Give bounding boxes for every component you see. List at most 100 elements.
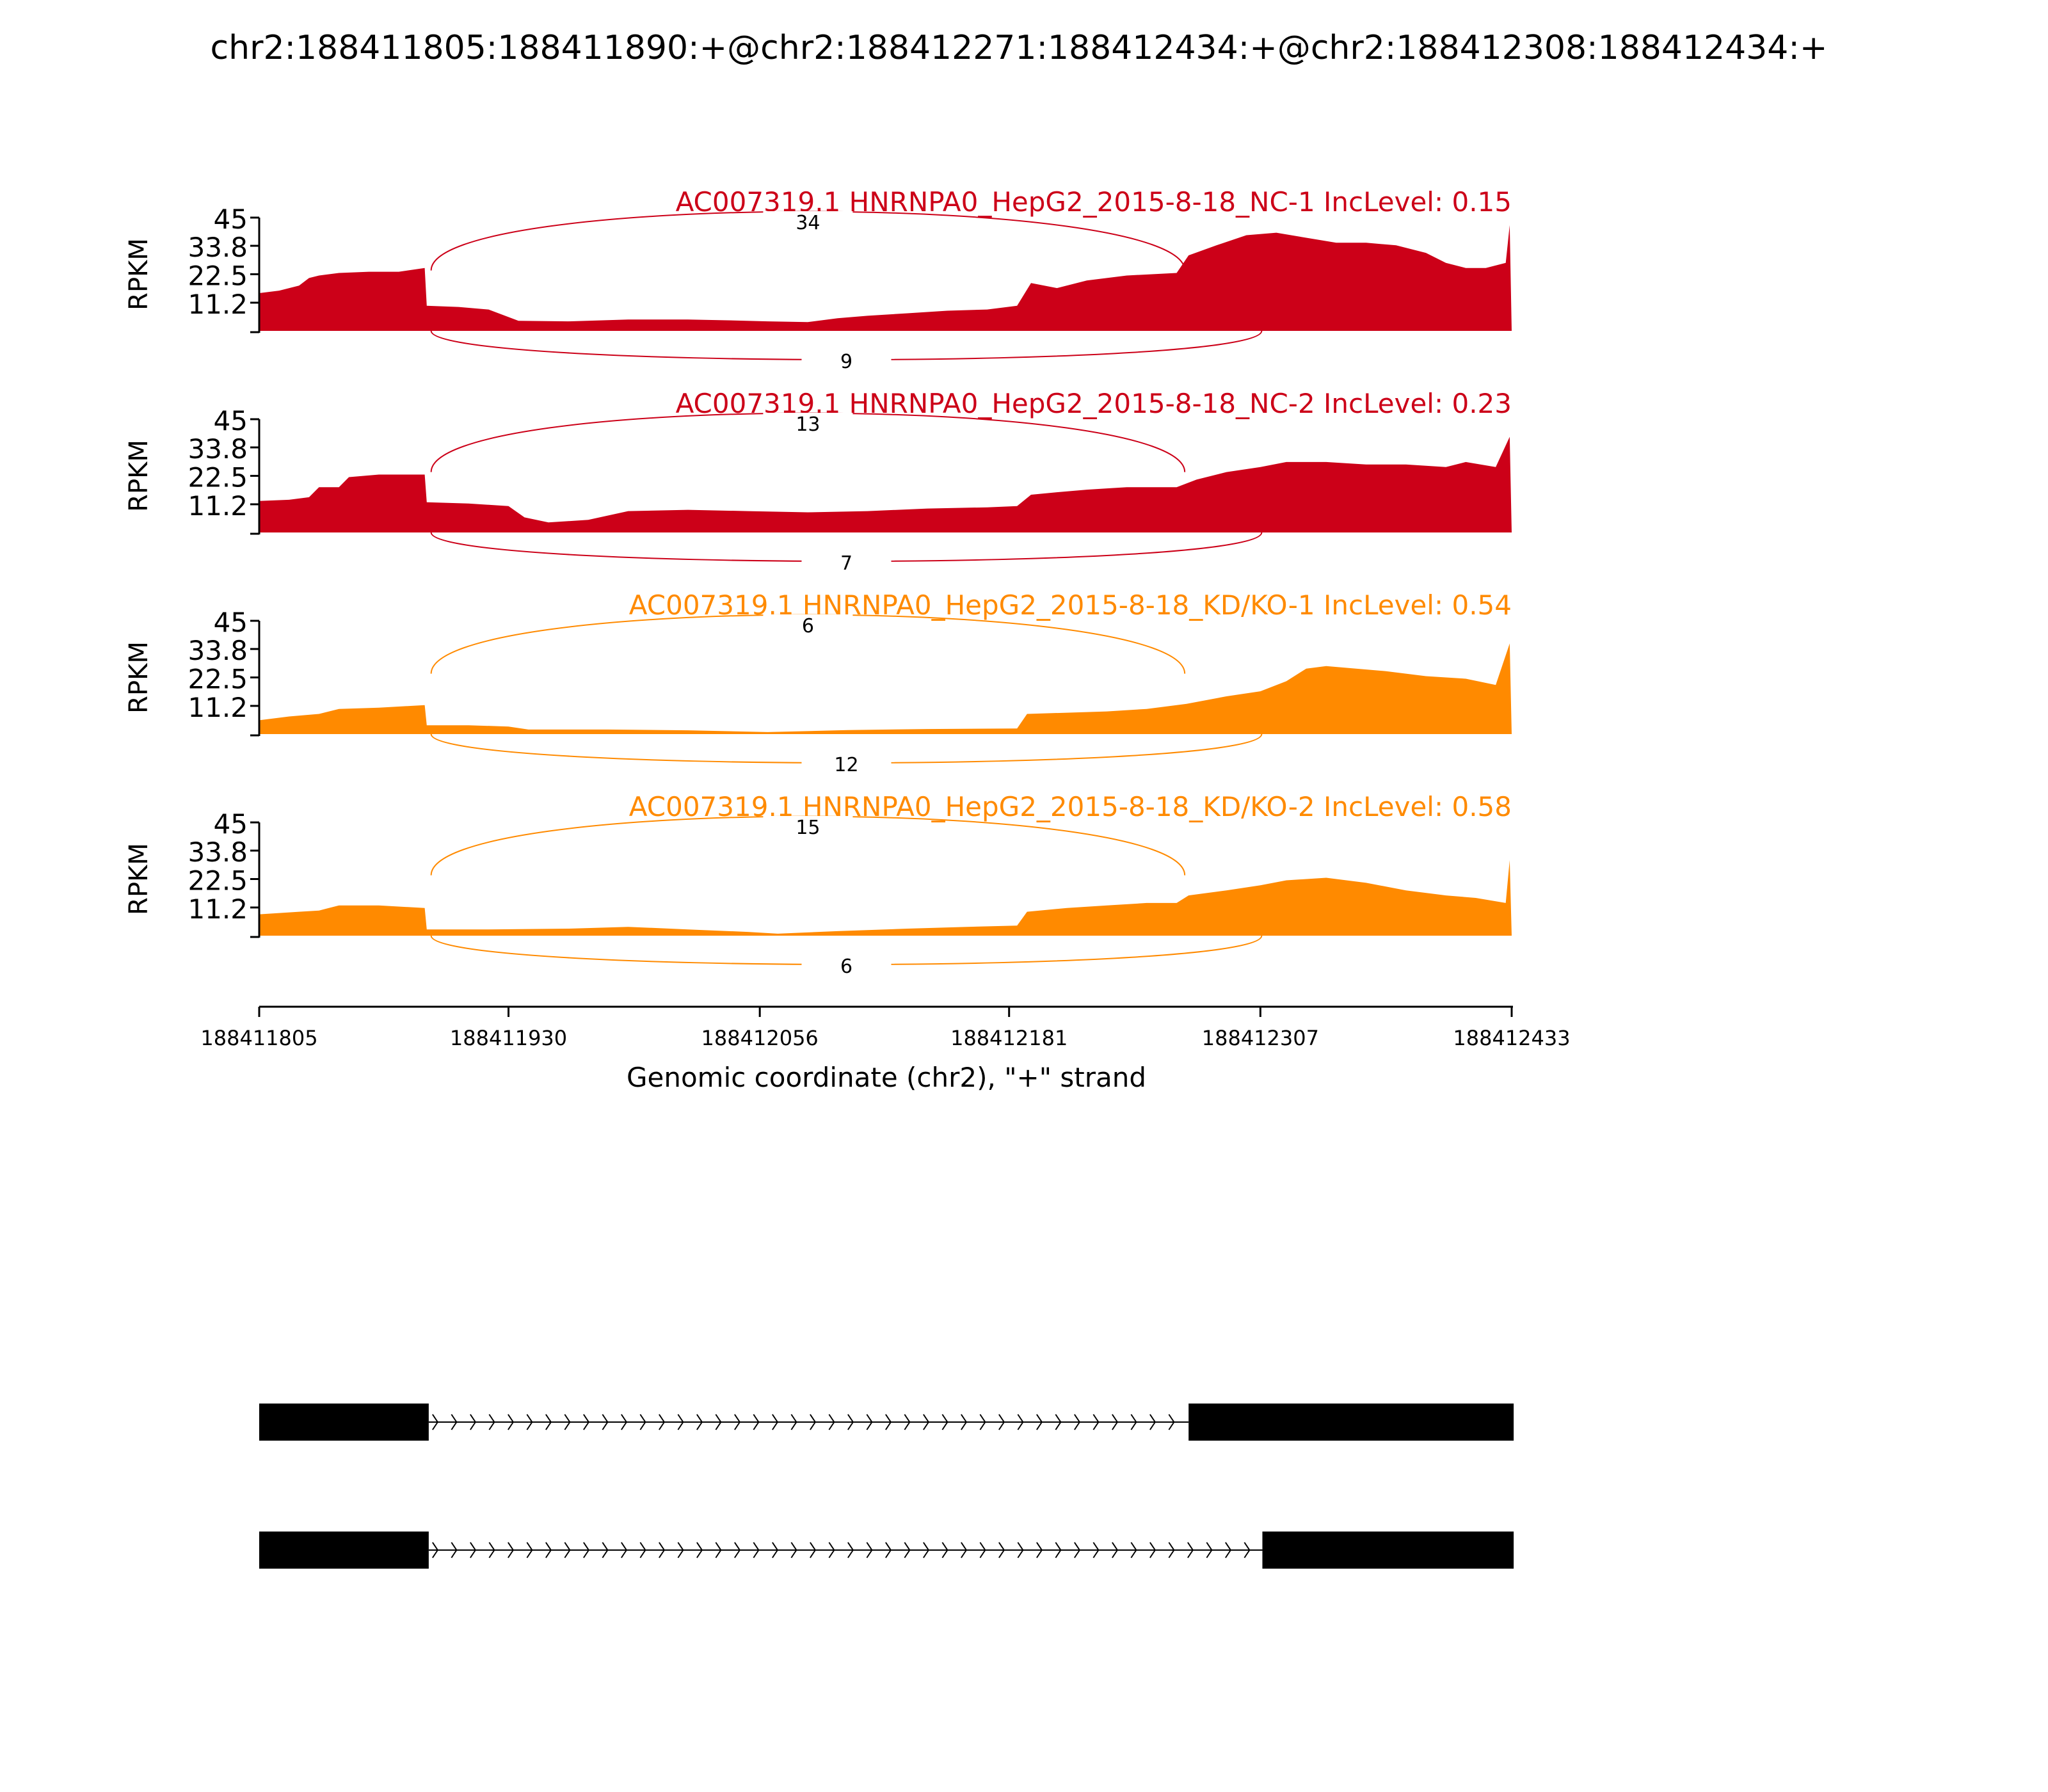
strand-arrow [639, 1542, 646, 1558]
y-tick-label: 33.8 [188, 232, 248, 263]
coverage-area [259, 860, 1512, 936]
strand-arrow [998, 1542, 1005, 1558]
strand-arrow [998, 1414, 1005, 1430]
strand-arrow [432, 1542, 439, 1558]
strand-arrow [1055, 1542, 1062, 1558]
strand-arrow [885, 1542, 892, 1558]
junction-count-upper: 13 [796, 413, 820, 436]
strand-arrow [961, 1414, 968, 1430]
strand-arrow [847, 1542, 854, 1558]
y-axis-label: RPKM [124, 641, 154, 714]
strand-arrow [621, 1542, 628, 1558]
y-tick-label: 22.5 [188, 664, 248, 695]
strand-arrow [979, 1414, 986, 1430]
strand-arrow [1036, 1414, 1043, 1430]
strand-arrow [1130, 1414, 1137, 1430]
strand-arrow [1149, 1542, 1156, 1558]
strand-arrow [526, 1414, 533, 1430]
strand-arrow [715, 1414, 722, 1430]
strand-arrow [677, 1542, 684, 1558]
y-tick-label: 22.5 [188, 260, 248, 292]
strand-arrow [734, 1414, 741, 1430]
strand-arrow [885, 1414, 892, 1430]
strand-arrow [696, 1414, 703, 1430]
strand-arrow [1130, 1542, 1137, 1558]
isoform-1 [259, 1404, 1514, 1441]
y-axis-label: RPKM [124, 843, 154, 915]
y-tick-label: 45 [214, 204, 248, 235]
chart-title: chr2:188411805:188411890:+@chr2:18841227… [211, 29, 1828, 67]
strand-arrow [941, 1414, 948, 1430]
strand-arrow [564, 1414, 571, 1430]
x-tick-label: 188411930 [450, 1026, 567, 1050]
strand-arrow [904, 1542, 911, 1558]
strand-arrow [470, 1542, 477, 1558]
x-tick-label: 188412433 [1453, 1026, 1570, 1050]
strand-arrow [1017, 1414, 1024, 1430]
junction-count-upper: 34 [796, 212, 820, 234]
y-tick-label: 33.8 [188, 635, 248, 666]
strand-arrow [1187, 1542, 1194, 1558]
strand-arrow [772, 1542, 779, 1558]
strand-arrow [1206, 1542, 1213, 1558]
strand-arrow [659, 1414, 666, 1430]
sample-label: AC007319.1 HNRNPA0_HepG2_2015-8-18_KD/KO… [629, 589, 1512, 621]
exon-block [259, 1404, 429, 1441]
strand-arrow [451, 1542, 458, 1558]
strand-arrow [734, 1542, 741, 1558]
y-axis-label: RPKM [124, 238, 154, 310]
junction-count-bg [801, 955, 892, 978]
junction-count-upper: 6 [802, 615, 814, 637]
strand-arrow [564, 1542, 571, 1558]
junction-count-upper: 15 [796, 817, 820, 839]
strand-arrow [790, 1542, 797, 1558]
strand-arrow [1112, 1414, 1119, 1430]
strand-arrow [1112, 1542, 1119, 1558]
strand-arrow [1168, 1542, 1175, 1558]
strand-arrow [1092, 1414, 1100, 1430]
y-tick-label: 11.2 [188, 289, 248, 320]
junction-count-bg [763, 413, 853, 436]
strand-arrow [1036, 1542, 1043, 1558]
strand-arrow [923, 1414, 930, 1430]
isoform-2 [259, 1532, 1514, 1569]
strand-arrow [488, 1542, 495, 1558]
strand-arrow [1225, 1542, 1232, 1558]
sample-label: AC007319.1 HNRNPA0_HepG2_2015-8-18_KD/KO… [629, 791, 1512, 822]
y-tick-label: 11.2 [188, 893, 248, 925]
panel-4: 11.222.533.845 RPKM AC007319.1 HNRNPA0_Hep… [124, 791, 1512, 978]
panel-3: 11.222.533.845 RPKM AC007319.1 HNRNPA0_Hep… [124, 589, 1512, 776]
strand-arrow [1017, 1542, 1024, 1558]
strand-arrow [470, 1414, 477, 1430]
strand-arrow [432, 1414, 439, 1430]
strand-arrow [602, 1542, 609, 1558]
strand-arrow [526, 1542, 533, 1558]
strand-arrow [545, 1414, 552, 1430]
isoform-track [259, 1404, 1514, 1569]
strand-arrow [810, 1542, 817, 1558]
strand-arrow [583, 1414, 590, 1430]
strand-arrow [659, 1542, 666, 1558]
x-tick-label: 188412056 [701, 1026, 819, 1050]
junction-count-lower: 7 [840, 552, 852, 575]
strand-arrow [508, 1542, 515, 1558]
strand-arrow [790, 1414, 797, 1430]
strand-arrow [941, 1542, 948, 1558]
strand-arrow [866, 1542, 873, 1558]
strand-arrow [602, 1414, 609, 1430]
strand-arrow [583, 1542, 590, 1558]
strand-arrow [1244, 1542, 1251, 1558]
strand-arrow [508, 1414, 515, 1430]
y-axis-label: RPKM [124, 440, 154, 512]
y-tick-label: 33.8 [188, 433, 248, 465]
coverage-area [259, 643, 1512, 734]
coverage-area [259, 436, 1512, 532]
exon-block [259, 1532, 429, 1569]
junction-count-bg [763, 211, 853, 234]
strand-arrow [753, 1414, 760, 1430]
